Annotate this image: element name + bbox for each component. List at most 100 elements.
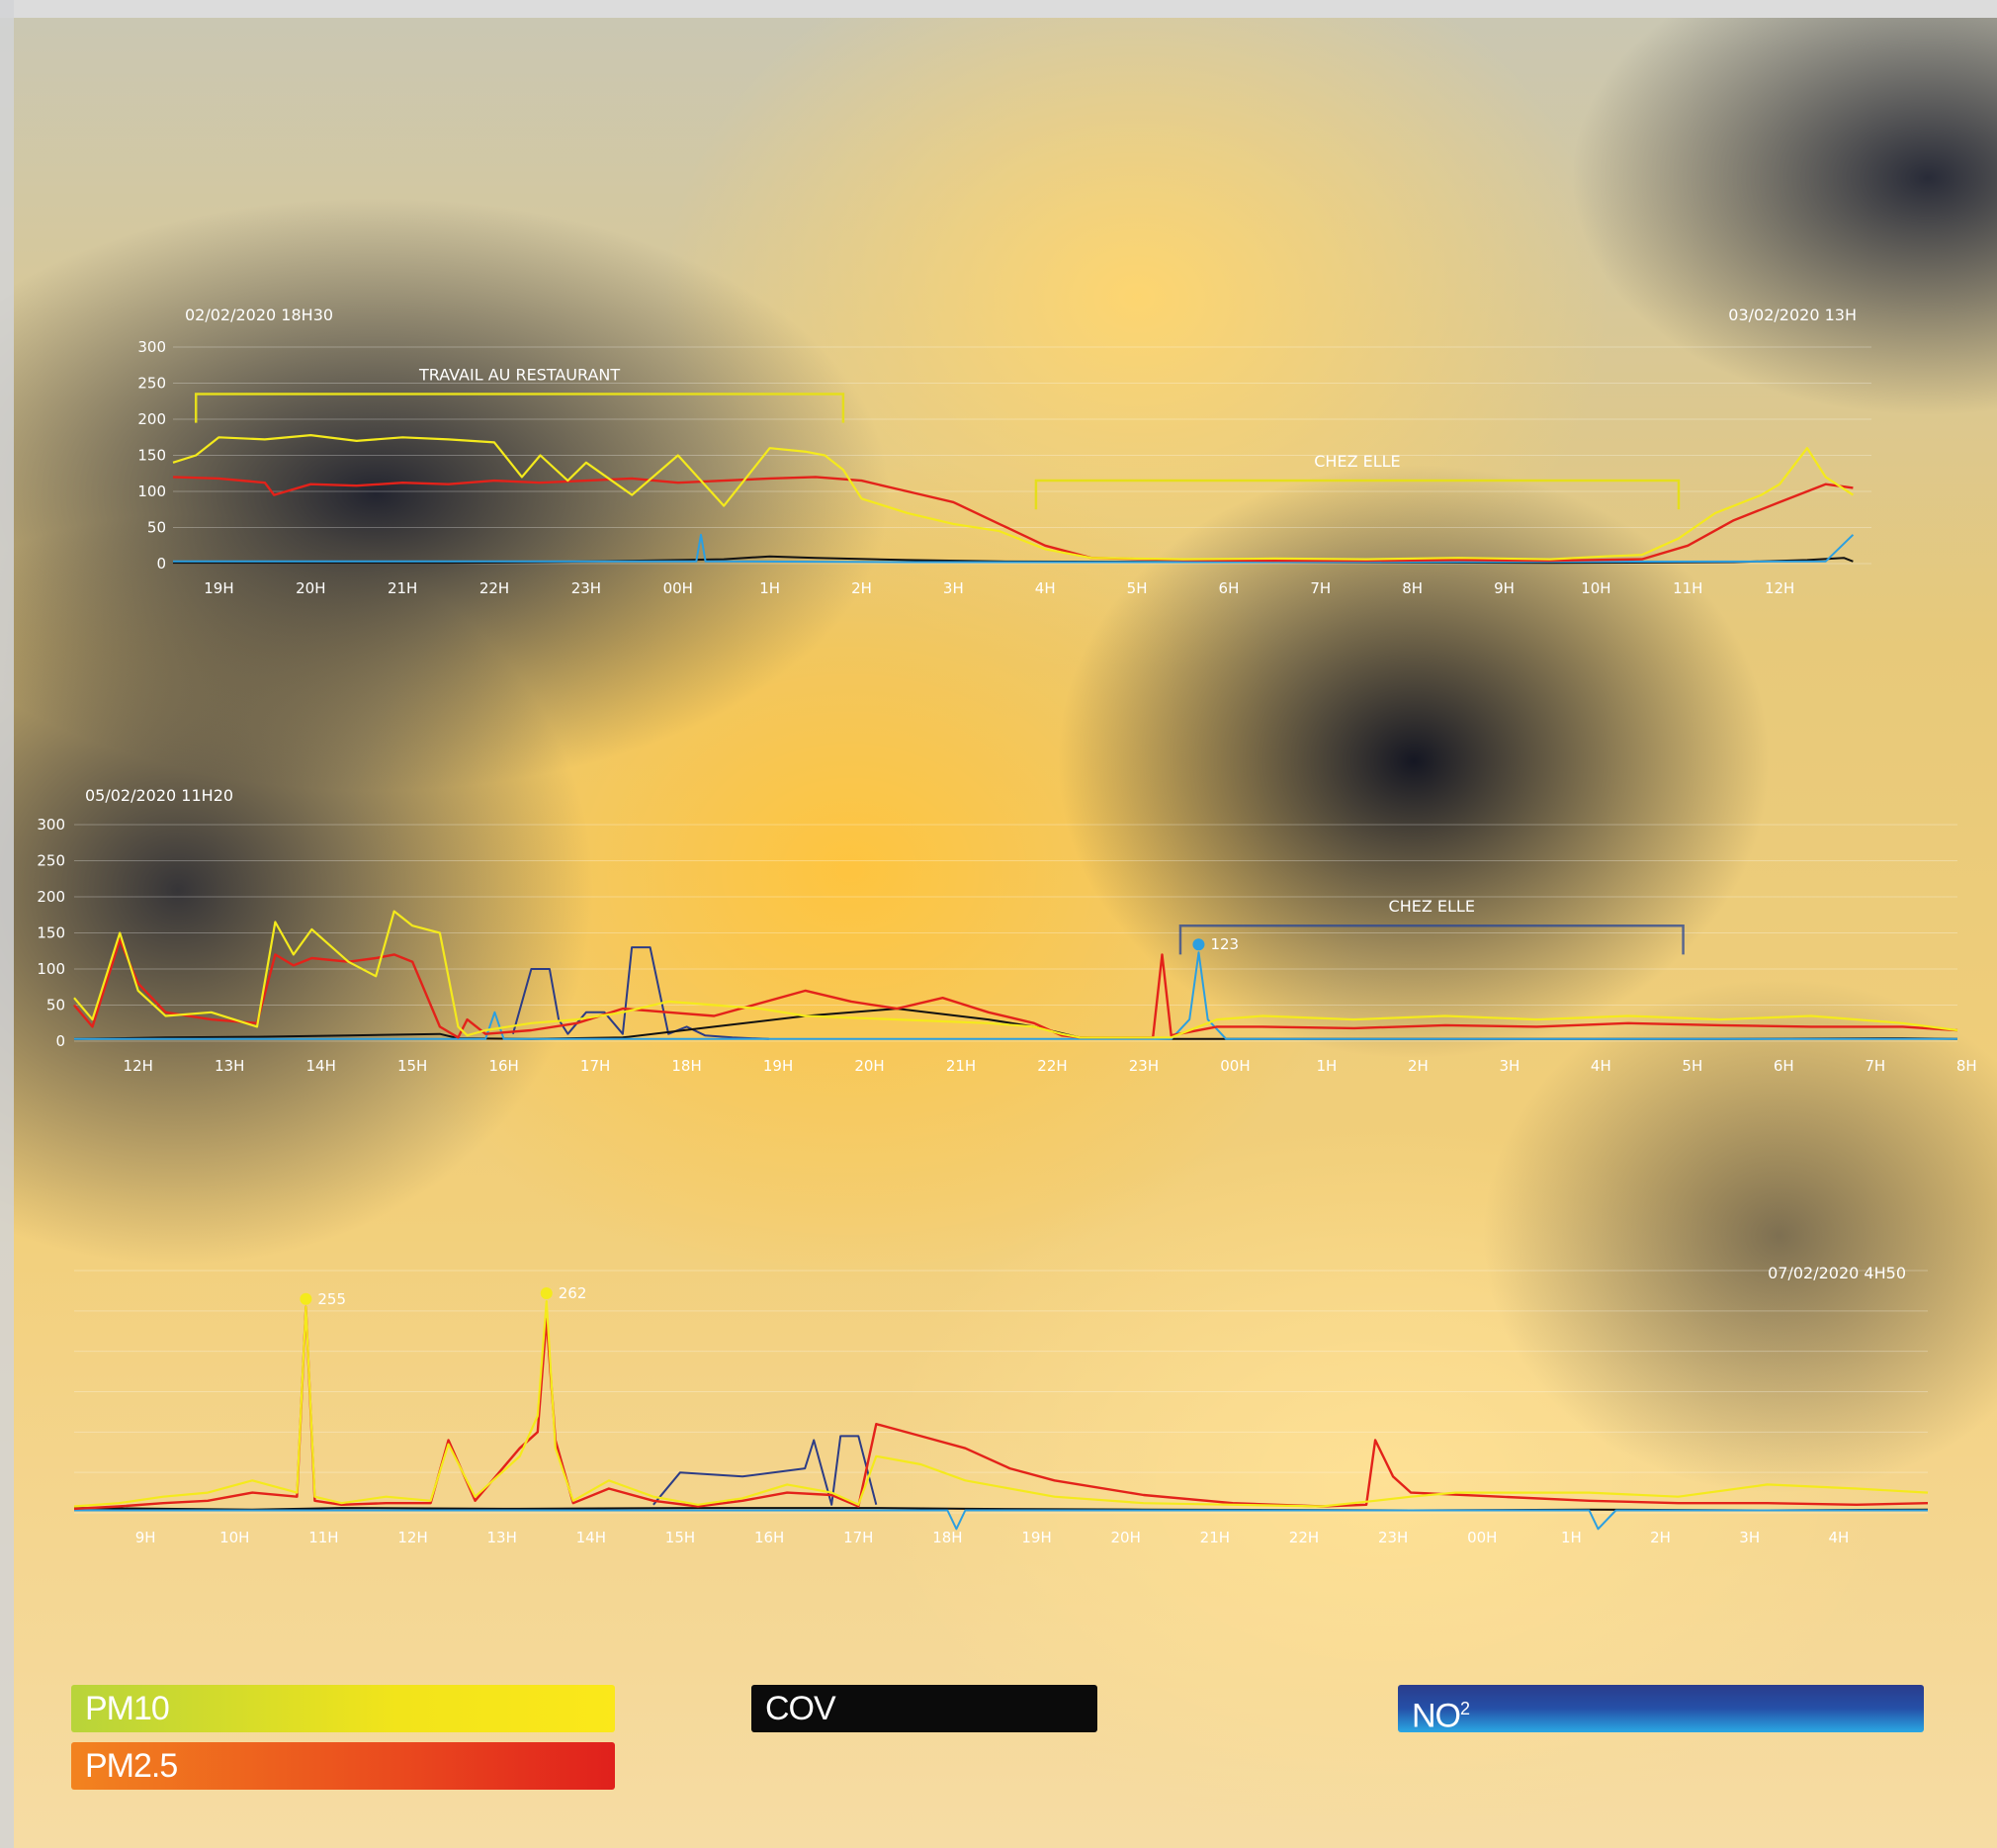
peak-marker (300, 1292, 312, 1305)
legend-pm10-label: PM10 (85, 1690, 170, 1727)
x-tick-label: 16H (488, 1057, 518, 1075)
x-tick-label: 19H (1021, 1529, 1051, 1546)
y-tick-label: 0 (55, 1032, 65, 1050)
x-tick-label: 18H (932, 1529, 962, 1546)
x-tick-label: 12H (1765, 579, 1794, 597)
x-tick-label: 19H (763, 1057, 793, 1075)
series-line-pm25 (73, 1305, 1929, 1511)
x-tick-label: 11H (1673, 579, 1702, 597)
x-tick-label: 21H (388, 579, 417, 597)
legend-pm25-label: PM2.5 (85, 1747, 178, 1785)
x-tick-label: 14H (305, 1057, 335, 1075)
x-tick-label: 22H (1289, 1529, 1319, 1546)
x-tick-label: 20H (854, 1057, 884, 1075)
y-tick-label: 150 (137, 447, 166, 465)
x-tick-label: 8H (1956, 1057, 1977, 1075)
series-line-pm25 (73, 938, 1958, 1039)
x-tick-label: 9H (135, 1529, 156, 1546)
legend-no2: NO2 (1398, 1685, 1924, 1735)
series-line-pm10 (73, 1299, 1929, 1508)
paper-edge-left (0, 0, 14, 1848)
y-tick-label: 250 (137, 375, 166, 393)
x-tick-label: 3H (943, 579, 964, 597)
peak-marker (1192, 938, 1205, 951)
y-tick-label: 250 (37, 852, 65, 870)
series-line-pm10 (73, 910, 1958, 1039)
legend-no2-label: NO (1412, 1697, 1461, 1735)
x-tick-label: 2H (1408, 1057, 1429, 1075)
end-date-label: 07/02/2020 4H50 (1768, 1264, 1906, 1282)
paper-edge-top (0, 0, 1997, 18)
x-tick-label: 9H (1494, 579, 1515, 597)
x-tick-label: 13H (487, 1529, 517, 1546)
y-tick-label: 200 (37, 888, 65, 906)
series-line-no2 (173, 533, 1855, 564)
x-tick-label: 1H (759, 579, 780, 597)
x-tick-label: 15H (665, 1529, 695, 1546)
x-tick-label: 12H (397, 1529, 427, 1546)
x-tick-label: 12H (124, 1057, 153, 1075)
legend-cov-label: COV (765, 1690, 836, 1727)
x-tick-label: 21H (946, 1057, 976, 1075)
legend-no2-subscript: 2 (1460, 1699, 1470, 1718)
x-tick-label: 21H (1200, 1529, 1230, 1546)
start-date-label: 05/02/2020 11H20 (85, 786, 233, 805)
x-tick-label: 3H (1499, 1057, 1519, 1075)
annotation-label: CHEZ ELLE (1389, 897, 1475, 916)
chart-3: 9H 10H 11H 12H 13H 14H 15H 16H 17H 18H 19H 20H 21H 22… (73, 1264, 1929, 1546)
y-tick-label: 300 (37, 816, 65, 834)
x-tick-label: 3H (1739, 1529, 1760, 1546)
annotation-label: TRAVAIL AU RESTAURANT (418, 365, 620, 384)
x-tick-label: 5H (1127, 579, 1148, 597)
x-tick-label: 10H (219, 1529, 249, 1546)
x-tick-label: 6H (1219, 579, 1240, 597)
x-tick-label: 7H (1310, 579, 1331, 597)
y-tick-label: 50 (46, 997, 65, 1014)
y-tick-label: 100 (137, 483, 166, 500)
series-line-pm10 (172, 434, 1855, 561)
series-line-no2_dark (652, 1435, 878, 1506)
legend-cov: COV (751, 1685, 1097, 1732)
x-tick-label: 22H (479, 579, 509, 597)
x-tick-label: 4H (1035, 579, 1056, 597)
x-tick-label: 00H (1220, 1057, 1250, 1075)
x-tick-label: 10H (1581, 579, 1610, 597)
x-tick-label: 23H (571, 579, 601, 597)
x-tick-label: 4H (1828, 1529, 1849, 1546)
peak-marker-label: 262 (559, 1284, 587, 1302)
series-line-no2_dark (511, 946, 769, 1040)
y-tick-label: 300 (137, 338, 166, 356)
x-tick-label: 19H (204, 579, 233, 597)
legend-pm10: PM10 (71, 1685, 615, 1732)
x-tick-label: 17H (580, 1057, 610, 1075)
chart-2: 0 50 100 150 200 250 300 12H 13H 14H 15H 16H 17H 18H 1… (37, 786, 1976, 1075)
x-tick-label: 22H (1037, 1057, 1067, 1075)
x-tick-label: 6H (1774, 1057, 1794, 1075)
x-tick-label: 14H (576, 1529, 606, 1546)
x-tick-label: 1H (1561, 1529, 1582, 1546)
chart-1: 0 50 100 150 200 250 300 19H 20H 21H 22H 23H 00H 1H 2H… (137, 306, 1871, 597)
x-tick-label: 15H (397, 1057, 427, 1075)
x-tick-label: 11H (308, 1529, 338, 1546)
x-tick-label: 8H (1402, 579, 1423, 597)
peak-marker-label: 123 (1210, 935, 1239, 953)
end-date-label: 03/02/2020 13H (1728, 306, 1857, 324)
x-tick-label: 17H (843, 1529, 873, 1546)
x-tick-label: 13H (215, 1057, 244, 1075)
y-tick-label: 100 (37, 960, 65, 978)
annotation-label: CHEZ ELLE (1314, 452, 1400, 471)
x-tick-label: 2H (851, 579, 872, 597)
x-tick-label: 23H (1378, 1529, 1408, 1546)
y-tick-label: 200 (137, 410, 166, 428)
y-tick-label: 150 (37, 924, 65, 942)
x-tick-label: 1H (1317, 1057, 1338, 1075)
x-tick-label: 4H (1591, 1057, 1611, 1075)
annotation-bracket (194, 393, 845, 423)
x-tick-label: 7H (1865, 1057, 1885, 1075)
x-tick-label: 20H (296, 579, 325, 597)
x-tick-label: 20H (1111, 1529, 1141, 1546)
series-line-no2 (74, 1509, 1928, 1531)
y-tick-label: 0 (156, 555, 166, 572)
legend-pm25: PM2.5 (71, 1742, 615, 1790)
